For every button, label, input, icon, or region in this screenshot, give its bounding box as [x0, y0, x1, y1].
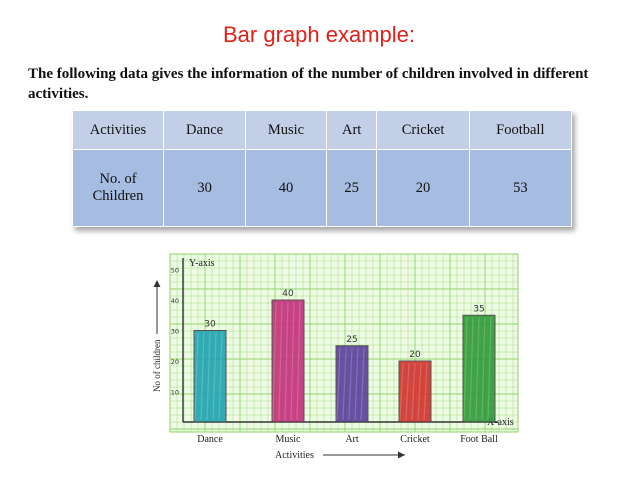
y-tick-label: 40 [171, 297, 179, 305]
bar-texture [475, 317, 480, 421]
x-tick-label: Music [276, 434, 302, 445]
table-header-cell: Activities [72, 110, 164, 150]
bar [271, 299, 305, 423]
bar-texture [278, 301, 283, 421]
bar-texture [360, 347, 365, 421]
y-tick-label: 20 [171, 358, 179, 366]
x-axis-name: X-axis [487, 417, 514, 428]
y-tick-label: 10 [171, 389, 179, 397]
bar-data-label: 35 [473, 304, 484, 314]
bar-texture [336, 347, 341, 421]
x-axis-label: Activities [275, 450, 314, 461]
bar-texture [206, 332, 211, 421]
y-axis-name: Y-axis [189, 258, 215, 269]
x-label-arrow-head [398, 451, 405, 459]
bar-chart: 10 20 30 40 50 Y-axis X-axis 30 Dance 40 Music 25 Ar… [152, 252, 520, 466]
bar-texture [354, 347, 359, 421]
table-header-cell: Cricket [376, 110, 470, 150]
bar [462, 314, 496, 423]
bar-texture [423, 362, 428, 421]
slide-title: Bar graph example: [223, 22, 415, 47]
activities-table: Activities Dance Music Art Cricket Footb… [72, 110, 573, 227]
x-tick-label: Dance [197, 434, 223, 445]
table-value-cell: 20 [376, 149, 470, 227]
table-header-cell: Dance [162, 110, 247, 150]
bar-data-label: 30 [204, 320, 216, 330]
y-tick-label: 30 [171, 328, 179, 336]
table-value-cell: 25 [325, 149, 378, 227]
bar-texture [463, 317, 468, 421]
x-tick-label: Foot Ball [460, 434, 498, 445]
y-tick-label: 50 [171, 267, 179, 275]
bar-texture [487, 317, 492, 421]
bar-texture [284, 301, 289, 421]
y-label-arrow-head [153, 280, 161, 287]
table-header-cell: Football [468, 110, 573, 150]
table-data-row: No. of Children 30 40 25 20 53 [72, 149, 573, 227]
bar-texture [348, 347, 353, 421]
bar-texture [405, 362, 410, 421]
bar-texture [296, 301, 301, 421]
bar-texture [200, 332, 205, 421]
bar-texture [342, 347, 347, 421]
bar [398, 360, 432, 423]
bar-texture [290, 301, 295, 421]
table-value-cell: 30 [162, 149, 247, 227]
bar-texture [399, 362, 404, 421]
table-value-cell: 53 [468, 149, 573, 227]
table-header-row: Activities Dance Music Art Cricket Footb… [72, 110, 573, 150]
bar [193, 330, 227, 423]
bar [335, 345, 369, 423]
y-axis-label: No of children [152, 339, 162, 392]
table-row-label: No. of Children [72, 149, 164, 227]
bar-texture [481, 317, 486, 421]
bar-data-label: 25 [346, 335, 357, 345]
intro-text: The following data gives the information… [28, 66, 589, 102]
bar-chart-svg: 10 20 30 40 50 Y-axis X-axis 30 Dance 40 Music 25 Ar… [152, 253, 519, 461]
bar-texture [194, 332, 199, 421]
bar-texture [272, 301, 277, 421]
bar-texture [212, 332, 217, 421]
x-tick-label: Cricket [400, 434, 430, 445]
bar-data-label: 40 [282, 289, 294, 299]
bar-texture [218, 332, 223, 421]
bar-texture [417, 362, 422, 421]
bar-texture [469, 317, 474, 421]
x-tick-label: Art [345, 434, 359, 445]
bar-data-label: 20 [409, 350, 421, 360]
bar-texture [411, 362, 416, 421]
table-header-cell: Art [325, 110, 378, 150]
table-value-cell: 40 [245, 149, 327, 227]
table-header-cell: Music [245, 110, 327, 150]
